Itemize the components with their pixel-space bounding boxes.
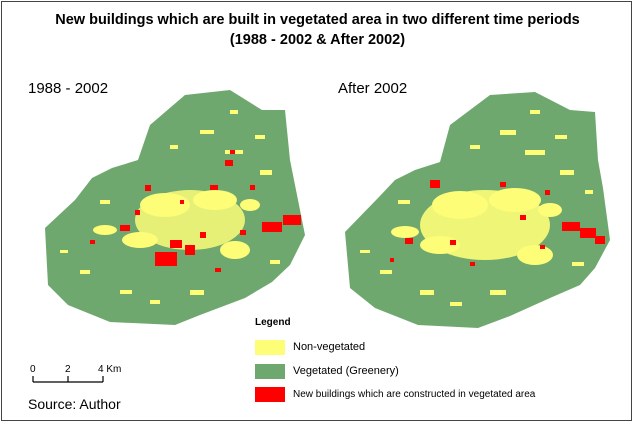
scale-bar: 0 2 4 Km xyxy=(30,364,121,383)
scale-tick-4: 4 Km xyxy=(98,364,121,375)
map-1988-2002 xyxy=(45,90,305,325)
new-buildings-right xyxy=(390,180,605,266)
swatch-new-buildings xyxy=(255,387,285,402)
swatch-non-vegetated xyxy=(255,340,285,355)
legend-title: Legend xyxy=(255,317,291,328)
scale-tick-0: 0 xyxy=(30,364,36,375)
new-buildings-left xyxy=(90,150,301,272)
source-credit: Source: Author xyxy=(28,396,121,412)
scale-tick-2: 2 xyxy=(65,364,71,375)
legend-label: Vegetated (Greenery) xyxy=(293,365,399,377)
panel-label-right: After 2002 xyxy=(338,80,408,97)
panel-label-left: 1988 - 2002 xyxy=(28,80,109,97)
map-after-2002 xyxy=(345,92,610,328)
swatch-vegetated xyxy=(255,364,285,379)
map-subtitle: (1988 - 2002 & After 2002) xyxy=(229,32,406,48)
non-vegetated-patches-left xyxy=(60,110,280,304)
legend-label: New buildings which are constructed in v… xyxy=(293,389,536,400)
legend-label: Non-vegetated xyxy=(293,341,366,353)
map-title: New buildings which are built in vegetat… xyxy=(55,12,580,28)
